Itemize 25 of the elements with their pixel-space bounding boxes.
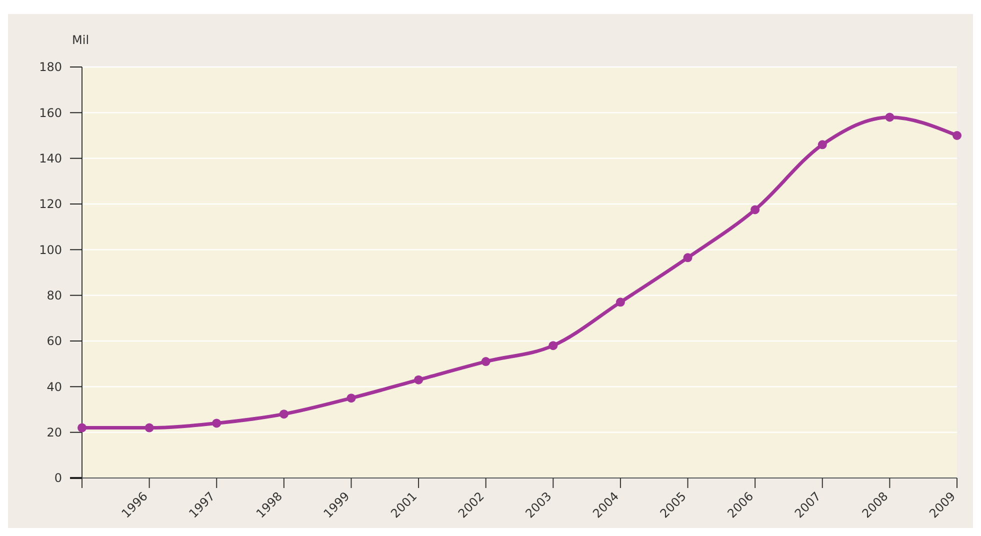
point	[548, 341, 558, 350]
point	[144, 423, 154, 432]
point	[481, 357, 490, 366]
y-tick-label: 120	[39, 197, 62, 212]
y-tick-label: 60	[46, 334, 62, 348]
point	[212, 418, 222, 428]
point	[616, 298, 625, 307]
point	[952, 131, 962, 140]
point	[885, 112, 894, 122]
y-tick-label: 160	[39, 106, 62, 120]
y-tick-label: 180	[39, 60, 62, 74]
point	[750, 205, 760, 214]
y-tick-label: 80	[46, 288, 62, 303]
y-tick-label: 0	[54, 471, 62, 486]
y-tick-label: 40	[46, 380, 62, 394]
point	[279, 410, 288, 419]
point	[78, 423, 86, 432]
y-tick-label: 20	[46, 426, 62, 440]
point	[683, 253, 692, 262]
point	[818, 140, 827, 150]
y-tick-label: 140	[39, 152, 62, 166]
point	[346, 394, 356, 403]
y-axis-title: Mil	[72, 33, 90, 47]
y-tick-label: 100	[39, 242, 62, 257]
point	[414, 375, 424, 384]
